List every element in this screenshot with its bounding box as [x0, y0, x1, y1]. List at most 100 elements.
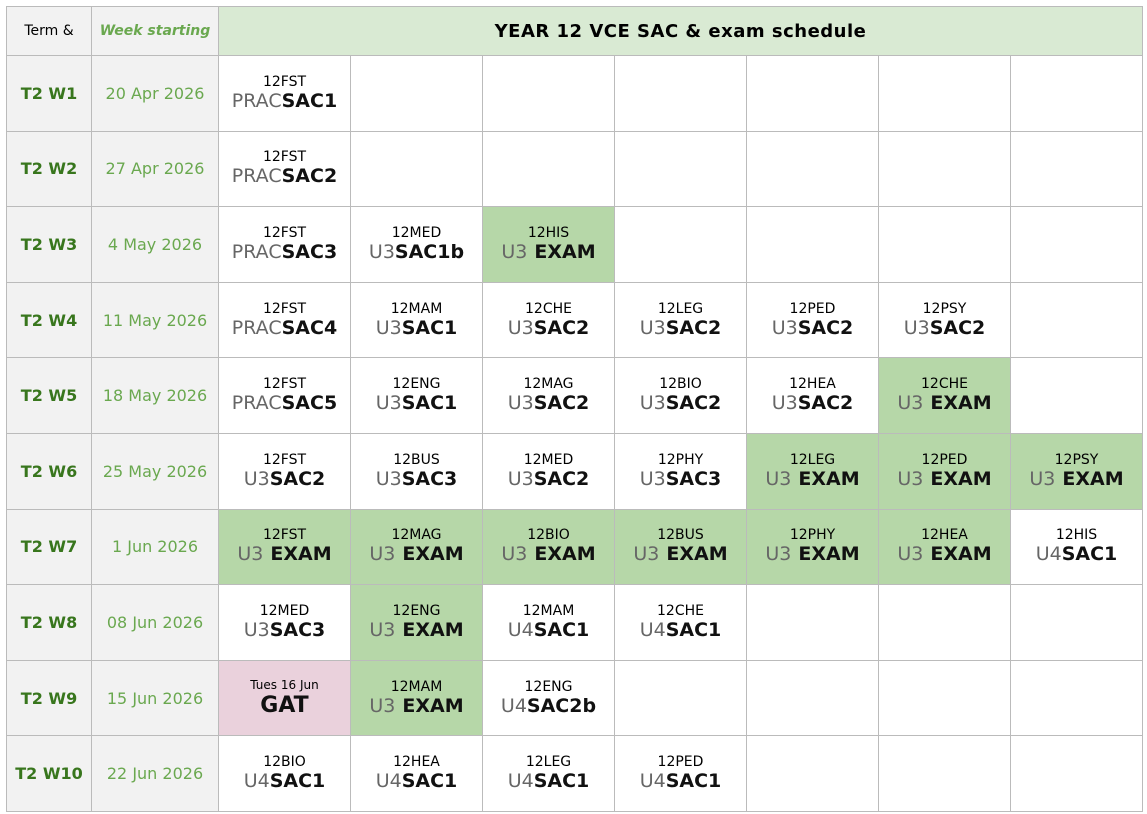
subject-code: 12ENG [392, 602, 441, 619]
unit-prefix: U4 [375, 770, 402, 793]
task-name: SAC4 [281, 316, 338, 339]
assessment-cell: 12FST PRACSAC4 [218, 281, 351, 359]
term-cell: T2 W5 [6, 357, 92, 434]
assessment-cell: 12MAM U3SAC1 [350, 281, 483, 359]
subject-code: 12FST [262, 451, 307, 468]
assessment-cell: 12MAG U3 EXAM [350, 508, 483, 586]
assessment-cell: 12LEG U3 EXAM [746, 432, 879, 510]
task-name: EXAM [1062, 467, 1124, 490]
assessment-cell: 12FST PRACSAC3 [218, 206, 351, 283]
empty-cell [614, 55, 747, 132]
unit-prefix: U3 [897, 467, 924, 490]
empty-cell [746, 130, 879, 208]
assessment-cell: 12FST PRACSAC5 [218, 357, 351, 434]
assessment-cell: 12BIO U4SAC1 [218, 735, 351, 812]
empty-cell [1010, 130, 1143, 208]
schedule-row: T2 W4 11 May 2026 12FST PRACSAC4 12MAM U3SAC1… [6, 281, 1143, 359]
term-cell: T2 W7 [6, 508, 92, 586]
empty-cell [350, 130, 483, 208]
schedule-row: T2 W3 4 May 2026 12FST PRACSAC3 12MED U3SAC1b… [6, 206, 1143, 283]
empty-cell [746, 55, 879, 132]
unit-prefix: U3 [369, 543, 396, 566]
assessment-cell: 12MED U3SAC1b [350, 206, 483, 283]
assessment-cell: 12MAM U3 EXAM [350, 659, 483, 737]
subject-code: 12BIO [263, 754, 306, 771]
task-name: SAC1 [401, 316, 458, 339]
subject-code: 12PHY [789, 527, 836, 544]
task-name: SAC2 [665, 392, 722, 415]
assessment-cell: 12PSY U3SAC2 [878, 281, 1011, 359]
header-title: YEAR 12 VCE SAC & exam schedule [218, 6, 1143, 56]
term-cell: T2 W1 [6, 55, 92, 132]
unit-prefix: U3 [507, 316, 534, 339]
unit-prefix: U3 [368, 240, 395, 263]
subject-code: 12LEG [525, 754, 572, 771]
unit-prefix: PRAC [231, 392, 282, 415]
unit-prefix: U3 [639, 316, 666, 339]
term-cell: T2 W10 [6, 735, 92, 812]
assessment-cell: 12PSY U3 EXAM [1010, 432, 1143, 510]
task-name: SAC1 [1061, 543, 1118, 566]
unit-prefix: U3 [771, 316, 798, 339]
assessment-cell: 12BUS U3SAC3 [350, 432, 483, 510]
empty-cell [1010, 735, 1143, 812]
subject-code: 12FST [262, 527, 307, 544]
task-name: SAC1 [665, 770, 722, 793]
term-cell: T2 W2 [6, 130, 92, 208]
unit-prefix: U3 [765, 467, 792, 490]
unit-prefix: U3 [633, 543, 660, 566]
week-cell: 22 Jun 2026 [91, 735, 219, 812]
task-name: SAC2b [526, 694, 597, 717]
empty-cell [1010, 281, 1143, 359]
assessment-cell: 12BUS U3 EXAM [614, 508, 747, 586]
schedule-row: T2 W10 22 Jun 2026 12BIO U4SAC1 12HEA U4SAC1 1… [6, 735, 1143, 812]
task-name: SAC2 [269, 467, 326, 490]
assessment-cell: 12FST PRACSAC2 [218, 130, 351, 208]
task-name: SAC5 [281, 392, 338, 415]
task-name: SAC1 [281, 89, 338, 112]
empty-cell [350, 55, 483, 132]
table-header: Term & Week starting YEAR 12 VCE SAC & e… [6, 6, 1143, 56]
task-name: SAC3 [281, 240, 338, 263]
unit-prefix: U3 [771, 392, 798, 415]
assessment-cell: 12MED U3SAC2 [482, 432, 615, 510]
subject-code: 12BUS [657, 527, 704, 544]
task-name: SAC1 [269, 770, 326, 793]
task-name: SAC3 [401, 467, 458, 490]
week-cell: 25 May 2026 [91, 432, 219, 510]
week-cell: 08 Jun 2026 [91, 584, 219, 661]
unit-prefix: PRAC [231, 316, 282, 339]
unit-prefix: U3 [375, 392, 402, 415]
empty-cell [1010, 357, 1143, 434]
task-name: SAC3 [269, 618, 326, 641]
subject-code: 12FST [262, 300, 307, 317]
unit-prefix: U3 [1029, 467, 1056, 490]
task-name: EXAM [930, 543, 992, 566]
assessment-cell: 12MAG U3SAC2 [482, 357, 615, 434]
assessment-cell: 12HEA U4SAC1 [350, 735, 483, 812]
assessment-cell: 12BIO U3 EXAM [482, 508, 615, 586]
assessment-cell: 12HIS U3 EXAM [482, 206, 615, 283]
empty-cell [878, 130, 1011, 208]
unit-prefix: U3 [897, 392, 924, 415]
term-cell: T2 W4 [6, 281, 92, 359]
task-name: SAC1 [401, 392, 458, 415]
task-name: SAC2 [797, 316, 854, 339]
task-name: EXAM [402, 543, 464, 566]
empty-cell [482, 55, 615, 132]
subject-code: 12HIS [1055, 527, 1098, 544]
empty-cell [746, 735, 879, 812]
subject-code: 12MED [391, 224, 442, 241]
subject-code: 12MAG [523, 376, 574, 393]
task-name: SAC2 [533, 392, 590, 415]
task-name: GAT [260, 693, 309, 719]
empty-cell [1010, 659, 1143, 737]
unit-prefix: PRAC [231, 240, 282, 263]
task-name: EXAM [270, 543, 332, 566]
empty-cell [746, 659, 879, 737]
empty-cell [878, 206, 1011, 283]
subject-code: 12ENG [392, 376, 441, 393]
subject-code: 12BUS [393, 451, 440, 468]
subject-code: 12MAG [391, 527, 442, 544]
